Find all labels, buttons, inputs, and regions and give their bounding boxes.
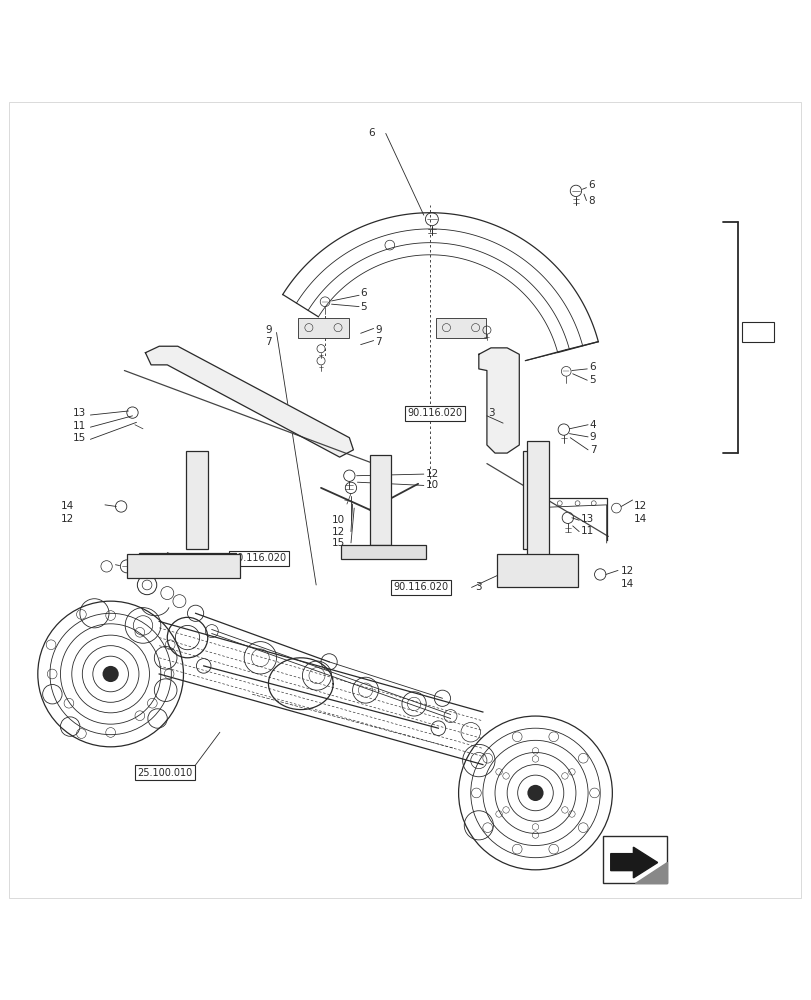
Text: 3: 3 <box>488 408 495 418</box>
Text: 12: 12 <box>61 514 74 524</box>
Circle shape <box>526 785 543 801</box>
Text: 2: 2 <box>191 553 197 563</box>
Text: 15: 15 <box>73 433 86 443</box>
Bar <box>602 836 667 883</box>
Bar <box>186 451 208 549</box>
Text: 6: 6 <box>360 288 367 298</box>
Text: 4: 4 <box>589 420 595 430</box>
Text: 14: 14 <box>61 501 74 511</box>
Text: 11: 11 <box>73 421 86 431</box>
Text: 9: 9 <box>375 325 381 335</box>
Text: 11: 11 <box>580 526 594 536</box>
Bar <box>741 322 773 342</box>
Bar <box>523 451 545 549</box>
Text: 9: 9 <box>264 325 272 335</box>
Text: 12: 12 <box>332 527 345 537</box>
Bar <box>341 545 426 559</box>
Polygon shape <box>634 862 667 883</box>
Text: 13: 13 <box>580 514 594 524</box>
Text: 7: 7 <box>589 445 595 455</box>
Circle shape <box>102 666 118 682</box>
Text: 7: 7 <box>375 337 381 347</box>
Text: 12: 12 <box>425 469 438 479</box>
Text: 10: 10 <box>425 480 438 490</box>
Text: 90.116.020: 90.116.020 <box>231 553 286 563</box>
Text: 13: 13 <box>73 408 86 418</box>
Bar <box>127 554 240 578</box>
Bar <box>298 318 348 338</box>
Polygon shape <box>478 348 519 453</box>
Text: 3: 3 <box>474 582 481 592</box>
Text: 6: 6 <box>588 362 594 372</box>
Text: 9: 9 <box>589 432 595 442</box>
Text: 14: 14 <box>620 579 633 589</box>
Text: 6: 6 <box>587 180 594 190</box>
Text: 6: 6 <box>368 128 375 138</box>
Bar <box>139 553 236 567</box>
Text: 1: 1 <box>753 327 761 337</box>
Polygon shape <box>610 847 657 878</box>
Bar <box>496 554 577 587</box>
Text: 5: 5 <box>360 302 367 312</box>
Text: 5: 5 <box>588 375 594 385</box>
Text: 90.116.020: 90.116.020 <box>393 582 448 592</box>
Text: 10: 10 <box>332 515 345 525</box>
Text: 14: 14 <box>633 514 646 524</box>
Text: 25.100.010: 25.100.010 <box>137 768 192 778</box>
Text: 12: 12 <box>620 566 633 576</box>
Text: 8: 8 <box>587 196 594 206</box>
Bar <box>369 455 391 545</box>
Polygon shape <box>145 346 353 457</box>
Bar <box>526 441 548 558</box>
Text: 7: 7 <box>264 337 272 347</box>
Text: 12: 12 <box>633 501 646 511</box>
Text: 90.116.020: 90.116.020 <box>407 408 462 418</box>
Bar <box>436 318 486 338</box>
Text: 15: 15 <box>332 538 345 548</box>
